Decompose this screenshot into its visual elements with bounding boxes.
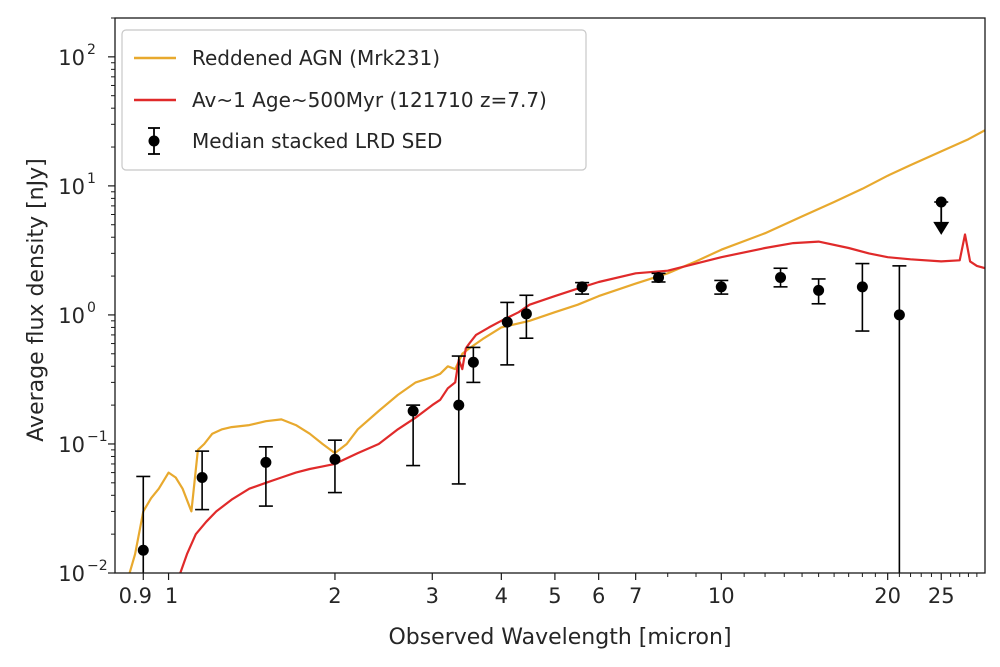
legend-label-agn: Reddened AGN (Mrk231) [192,46,440,70]
data-point [466,346,481,384]
data-point [811,278,826,305]
y-tick-exponent: −2 [87,558,108,574]
legend-swatch-stack [148,127,160,155]
x-tick-label: 7 [629,584,642,608]
x-tick-label: 0.9 [119,584,152,608]
data-point [575,281,590,295]
x-tick-label: 20 [874,584,901,608]
x-tick-label: 25 [928,584,955,608]
y-axis-label: Average flux density [nJy] [24,158,49,441]
data-point [855,262,870,332]
data-point [892,265,907,573]
y-tick-label: 10 [58,433,85,457]
x-tick-label: 2 [328,584,341,608]
x-tick-label: 1 [165,584,178,608]
data-point [406,404,421,467]
x-axis: 0.9 1 2 3 4 5 6 7 10 20 25 [119,573,978,608]
data-point [136,475,151,573]
data-point [195,450,210,511]
data-point [258,446,273,507]
y-tick-exponent: 2 [87,42,96,58]
data-point [519,294,534,340]
y-tick-exponent: 1 [87,171,96,187]
x-tick-label: 6 [592,584,605,608]
data-point [451,355,466,485]
x-tick-label: 10 [708,584,735,608]
model-curves [128,129,985,573]
data-point [327,439,342,494]
x-tick-label: 3 [426,584,439,608]
data-point [500,301,515,366]
x-axis-label: Observed Wavelength [micron] [388,625,731,650]
y-tick-exponent: 0 [87,300,96,316]
plot-frame [114,17,986,574]
y-tick-label: 10 [58,175,85,199]
data-points [136,196,950,573]
galaxy-curve [179,233,985,573]
legend: Reddened AGN (Mrk231) Av~1 Age~500Myr (1… [121,29,587,171]
x-tick-label: 4 [495,584,508,608]
upper-limit-point [933,196,950,235]
y-tick-label: 10 [58,562,85,586]
agn-curve [128,129,985,573]
legend-label-stack: Median stacked LRD SED [192,129,442,153]
legend-label-galaxy: Av~1 Age~500Myr (121710 z=7.7) [192,88,547,112]
y-tick-exponent: −1 [87,429,108,445]
y-tick-label: 10 [58,304,85,328]
data-point [651,271,666,283]
legend-box [121,29,587,171]
y-tick-label: 10 [58,46,85,70]
data-point [773,267,788,288]
x-tick-label: 5 [548,584,561,608]
data-point [714,279,729,295]
